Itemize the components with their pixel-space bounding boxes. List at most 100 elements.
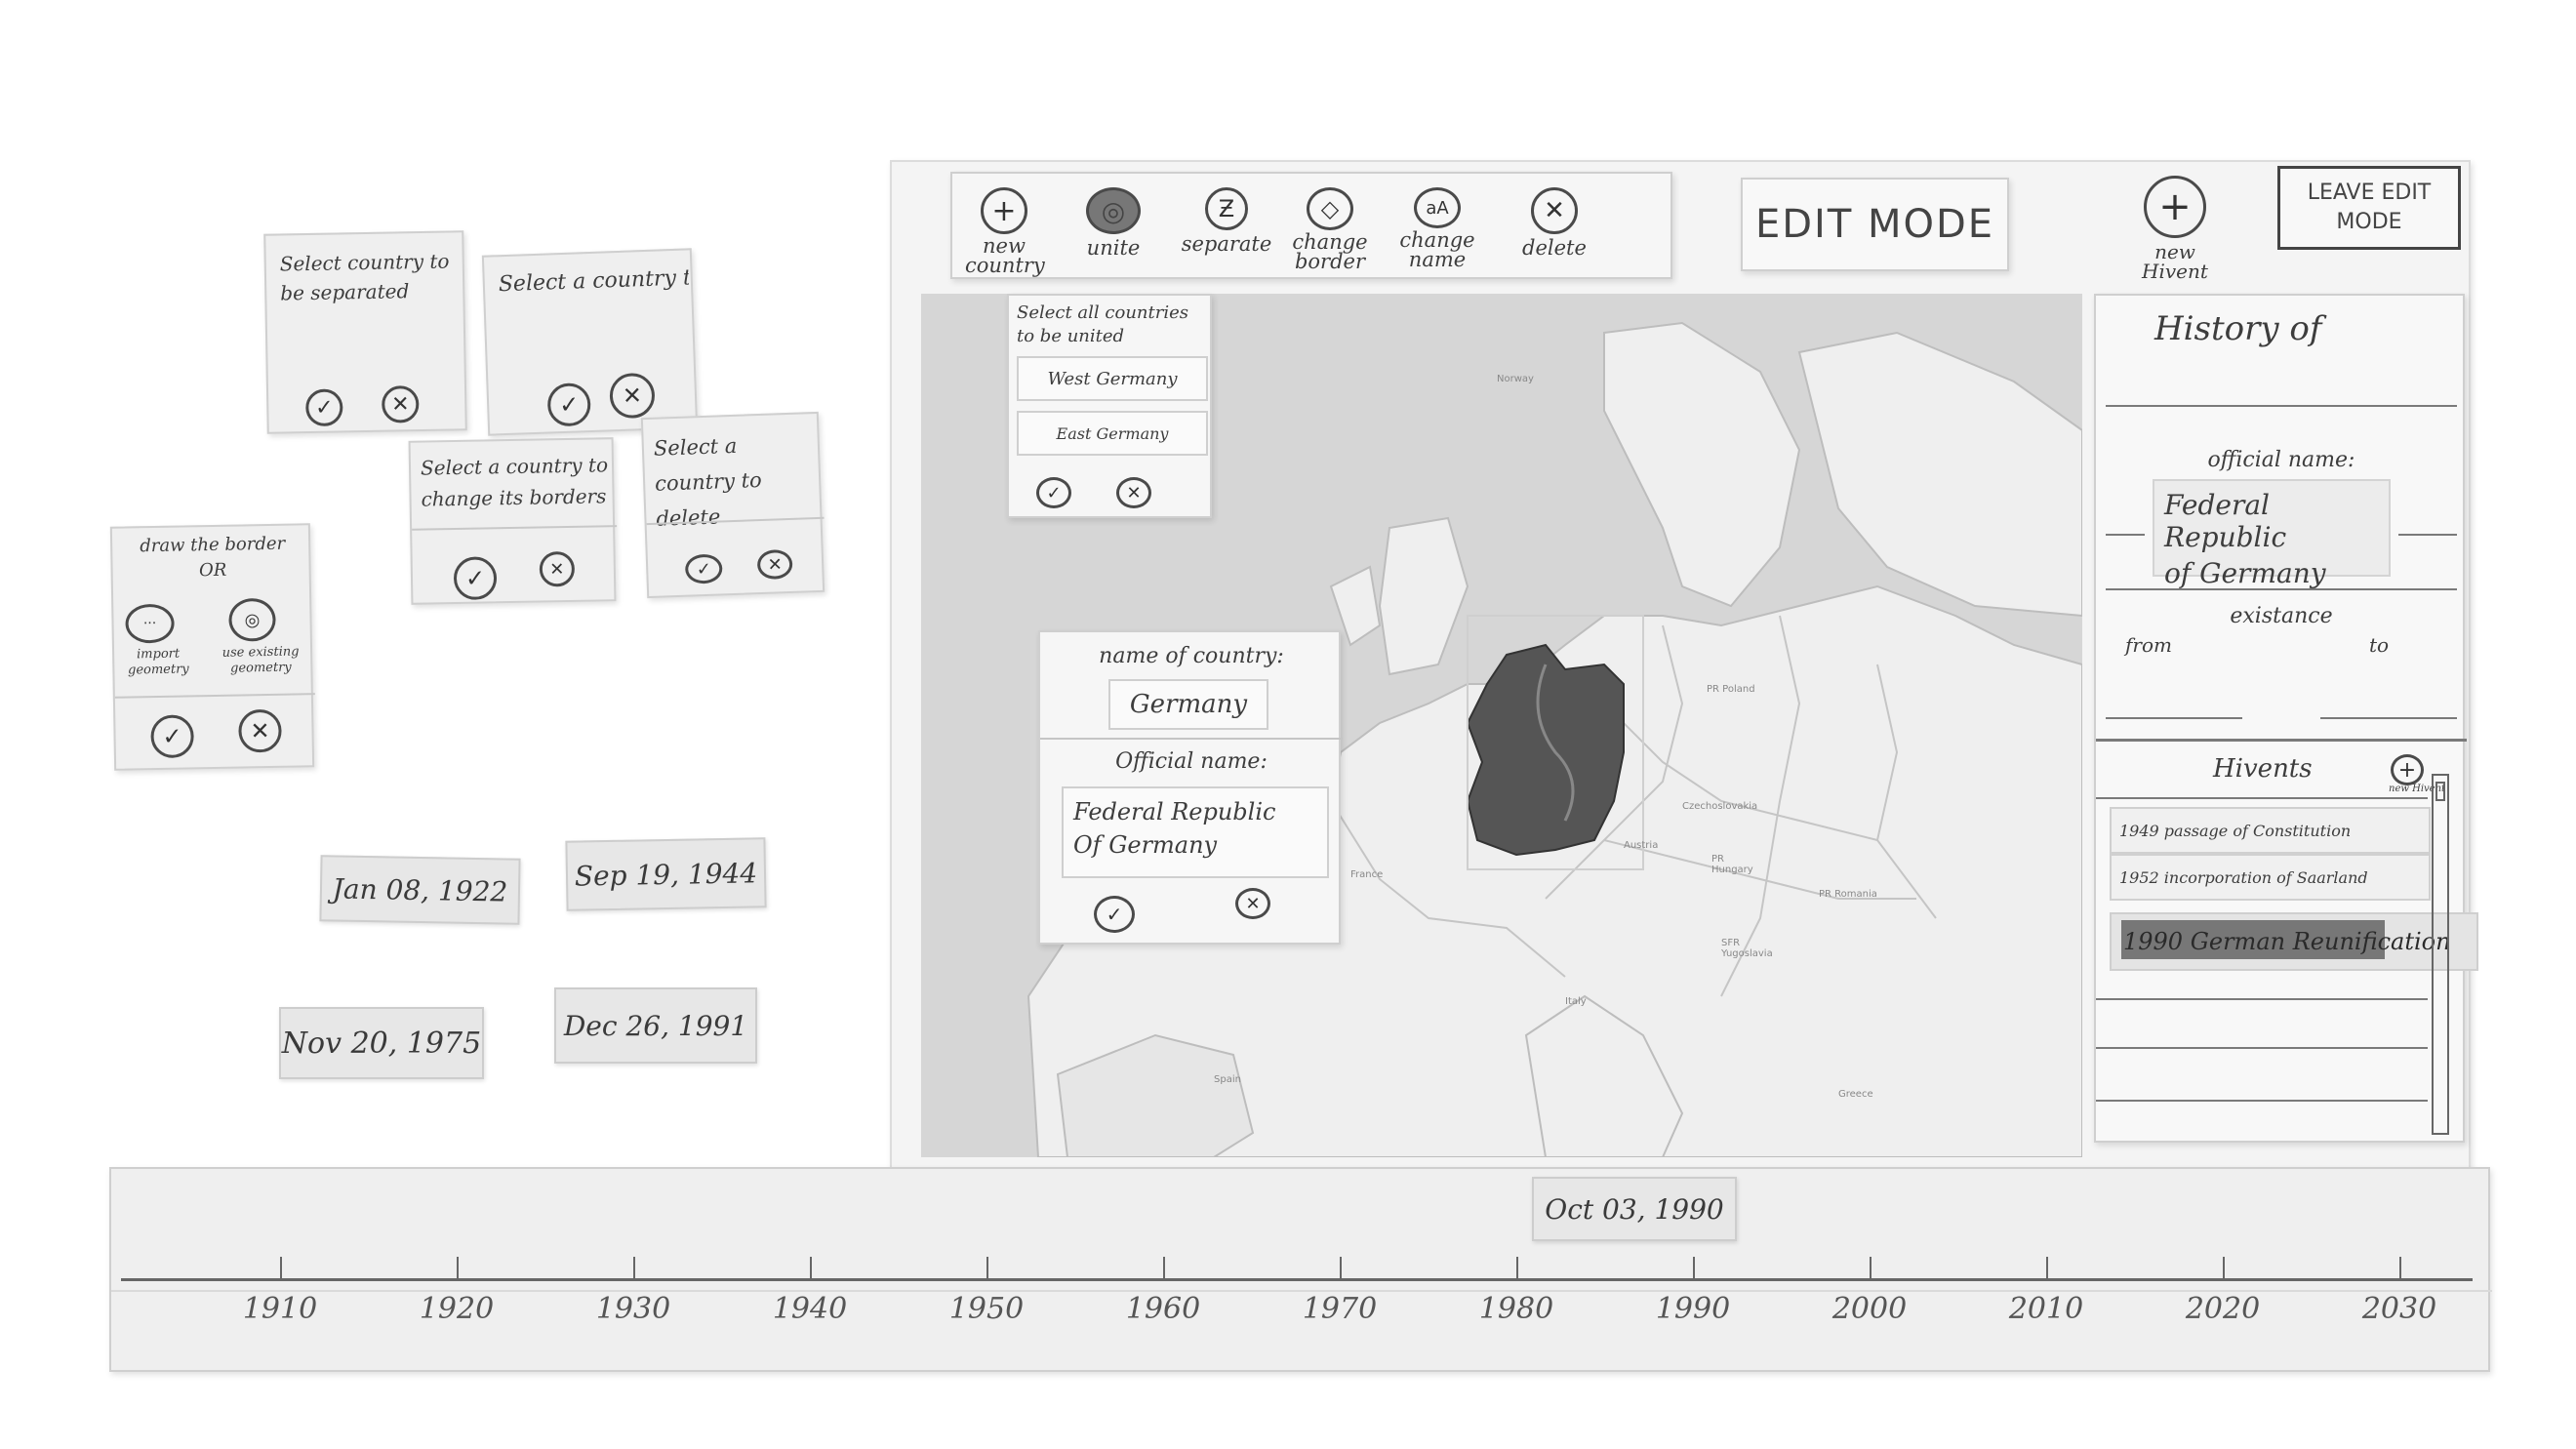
confirm-check-icon[interactable]: ✓ bbox=[684, 553, 723, 584]
leave-edit-mode-label: LEAVE EDIT MODE bbox=[2307, 181, 2432, 234]
card-draw-border-or: OR bbox=[198, 559, 227, 582]
cancel-x-icon[interactable]: ✕ bbox=[1235, 888, 1270, 919]
tool-label: change name bbox=[1399, 228, 1475, 271]
change-name-icon: aA bbox=[1414, 187, 1461, 228]
timeline-year-label: 1910 bbox=[242, 1292, 318, 1326]
map-label-italy: Italy bbox=[1565, 996, 1587, 1007]
history-official-line2: of Germany bbox=[2164, 557, 2326, 589]
confirm-check-icon[interactable]: ✓ bbox=[453, 556, 498, 601]
existing-geometry-icon[interactable]: ◎ bbox=[228, 597, 276, 642]
timeline-year-label: 1960 bbox=[1125, 1292, 1201, 1326]
import-geometry-icon[interactable]: ··· bbox=[125, 603, 175, 644]
tool-label: new country bbox=[965, 234, 1045, 277]
official-name-input[interactable]: Federal Republic Of Germany bbox=[1062, 786, 1329, 878]
card-change-border: Select a country to change its borders ✓… bbox=[408, 437, 618, 605]
unite-item-label: East Germany bbox=[1056, 423, 1169, 443]
date-card[interactable]: Dec 26, 1991 bbox=[554, 987, 757, 1064]
timeline-tick bbox=[2399, 1257, 2401, 1278]
timeline-tick bbox=[810, 1257, 812, 1278]
timeline-year-label: 1990 bbox=[1655, 1292, 1731, 1326]
timeline-tick bbox=[1163, 1257, 1165, 1278]
new-hivent-button[interactable]: + new Hivent bbox=[2121, 172, 2229, 283]
card-change-name: Select a country to change its name ✓ ✕ bbox=[481, 248, 699, 436]
confirm-check-icon[interactable]: ✓ bbox=[1094, 896, 1135, 933]
new-hivent-label: new Hivent bbox=[2142, 240, 2208, 283]
map-label-greece: Greece bbox=[1838, 1089, 1873, 1100]
hivent-label: 1949 passage of Constitution bbox=[2119, 821, 2352, 840]
cancel-x-icon[interactable]: ✕ bbox=[381, 385, 420, 423]
timeline-tick bbox=[1693, 1257, 1695, 1278]
hivent-label: 1952 incorporation of Saarland bbox=[2119, 867, 2368, 887]
map-label-austria: Austria bbox=[1624, 840, 1659, 851]
confirm-check-icon[interactable]: ✓ bbox=[546, 382, 591, 427]
to-label: to bbox=[2369, 633, 2390, 657]
official-label: Official name: bbox=[1115, 749, 1268, 774]
timeline-year-label: 2010 bbox=[2008, 1292, 2084, 1326]
hivents-title: Hivents bbox=[2213, 754, 2313, 784]
unite-item-label: West Germany bbox=[1047, 368, 1178, 389]
card-separate-prompt: Select country to be separated bbox=[279, 249, 450, 305]
date-card[interactable]: Sep 19, 1944 bbox=[565, 837, 767, 911]
tool-change-name[interactable]: aA change name bbox=[1374, 187, 1501, 271]
timeline-year-label: 1940 bbox=[772, 1292, 848, 1326]
tool-new-country[interactable]: + new country bbox=[941, 187, 1067, 277]
timeline-tick bbox=[986, 1257, 988, 1278]
plus-icon: + bbox=[981, 187, 1027, 234]
date-card[interactable]: Jan 08, 1922 bbox=[319, 855, 521, 925]
date-card[interactable]: Nov 20, 1975 bbox=[279, 1007, 484, 1079]
tool-label: delete bbox=[1522, 236, 1587, 260]
current-date-card[interactable]: Oct 03, 1990 bbox=[1532, 1177, 1737, 1241]
card-draw-border: draw the border OR ··· ◎ import geometry… bbox=[109, 523, 315, 771]
tool-label: change border bbox=[1292, 230, 1368, 273]
timeline-tick bbox=[2046, 1257, 2048, 1278]
tool-separate[interactable]: Ƶ separate bbox=[1163, 187, 1290, 256]
timeline[interactable] bbox=[109, 1167, 2492, 1372]
hivent-list-item[interactable]: 1952 incorporation of Saarland bbox=[2110, 854, 2431, 901]
unite-item[interactable]: East Germany bbox=[1017, 411, 1208, 456]
card-change-name-prompt: Select a country to change its name bbox=[498, 262, 690, 298]
country-name-input[interactable]: Germany bbox=[1108, 679, 1268, 730]
official-name-line2: Of Germany bbox=[1073, 831, 1218, 859]
timeline-axis bbox=[121, 1278, 2473, 1281]
history-title: History of bbox=[2154, 309, 2322, 348]
confirm-check-icon[interactable]: ✓ bbox=[305, 388, 343, 427]
timeline-tick bbox=[2223, 1257, 2225, 1278]
cancel-x-icon[interactable]: ✕ bbox=[609, 372, 656, 420]
timeline-tick bbox=[457, 1257, 459, 1278]
history-official-label: official name: bbox=[2207, 448, 2355, 472]
add-hivent-icon[interactable]: + bbox=[2391, 754, 2424, 785]
from-label: from bbox=[2125, 633, 2172, 657]
map-label-czech: Czechoslovakia bbox=[1682, 801, 1758, 812]
cancel-x-icon[interactable]: ✕ bbox=[539, 550, 576, 587]
timeline-year-label: 2030 bbox=[2361, 1292, 2437, 1326]
confirm-check-icon[interactable]: ✓ bbox=[1036, 477, 1071, 508]
unite-popup: Select all countries to be united West G… bbox=[1007, 294, 1212, 518]
cancel-x-icon[interactable]: ✕ bbox=[238, 708, 282, 753]
hivent-label: 1990 German Reunification bbox=[2123, 928, 2451, 955]
hivent-list-item[interactable]: 1949 passage of Constitution bbox=[2110, 807, 2431, 854]
leave-edit-mode-button[interactable]: LEAVE EDIT MODE bbox=[2277, 166, 2461, 250]
map-label-poland: PR Poland bbox=[1707, 684, 1755, 695]
unite-icon: ◎ bbox=[1086, 187, 1141, 234]
card-delete: Select a country to delete ✓ ✕ bbox=[640, 411, 825, 599]
hivent-list-item-selected[interactable]: 1990 German Reunification bbox=[2110, 912, 2478, 971]
cancel-x-icon[interactable]: ✕ bbox=[756, 548, 793, 581]
card-change-border-prompt: Select a country to change its borders bbox=[420, 453, 609, 511]
confirm-check-icon[interactable]: ✓ bbox=[150, 714, 194, 759]
existing-geometry-label: use existing geometry bbox=[221, 644, 300, 676]
tool-unite[interactable]: ◎ unite bbox=[1050, 187, 1177, 259]
timeline-year-label: 1950 bbox=[948, 1292, 1025, 1326]
country-name-value: Germany bbox=[1129, 690, 1248, 719]
tool-delete[interactable]: ✕ delete bbox=[1491, 187, 1618, 260]
hivents-scrollbar[interactable] bbox=[2432, 774, 2449, 1135]
cancel-x-icon[interactable]: ✕ bbox=[1116, 477, 1151, 508]
delete-icon: ✕ bbox=[1531, 187, 1578, 234]
timeline-year-label: 2000 bbox=[1831, 1292, 1908, 1326]
tool-change-border[interactable]: ◇ change border bbox=[1267, 187, 1393, 273]
timeline-year-label: 1980 bbox=[1478, 1292, 1554, 1326]
timeline-year-label: 1970 bbox=[1302, 1292, 1378, 1326]
timeline-tick bbox=[633, 1257, 635, 1278]
unite-item[interactable]: West Germany bbox=[1017, 356, 1208, 401]
history-official-name[interactable]: Federal Republic of Germany bbox=[2153, 479, 2391, 589]
tool-label: separate bbox=[1181, 232, 1272, 256]
